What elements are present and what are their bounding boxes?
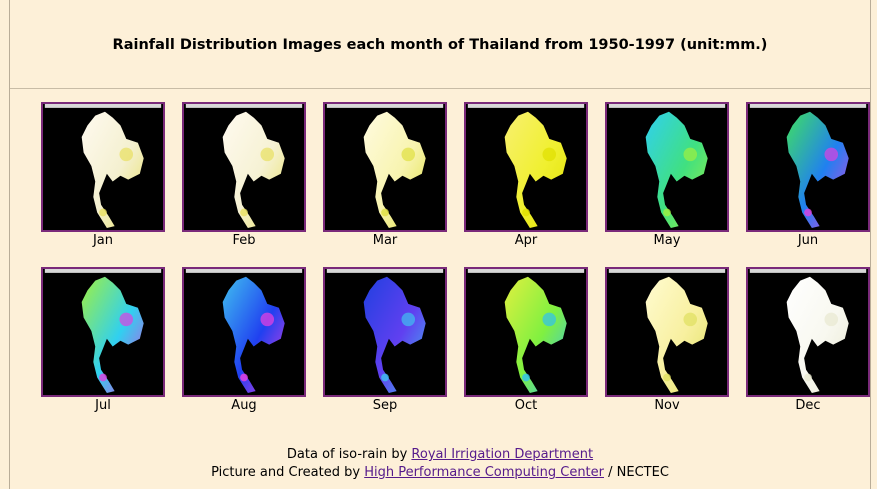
footer-text: Data of iso-rain by [286,447,408,462]
title-bar [749,269,867,273]
map [185,269,303,394]
rain-spot [542,312,557,327]
map-image [323,102,447,232]
title-bar [749,104,867,108]
country-shape [81,111,144,229]
rain-spot [401,147,416,162]
map [749,269,867,394]
footer-text: Picture and Created by [211,465,361,480]
month-label: Jun [797,233,819,248]
country-shape [363,276,426,394]
rain-spot [381,208,389,217]
country-shape [363,111,426,229]
map-image [182,267,306,397]
rain-spot [522,208,530,217]
map-image [323,267,447,397]
page-title: Rainfall Distribution Images each month … [112,37,768,53]
rain-spot [119,147,134,162]
map [608,104,726,229]
month-label: Jul [95,398,111,413]
country-shape [222,111,285,229]
month-label: Dec [795,398,821,413]
title-bar [185,269,303,273]
title-bar [608,269,726,273]
footer: Data of iso-rain by Royal Irrigation Dep… [10,446,870,482]
rain-spot [683,147,698,162]
rain-spot [824,312,839,327]
map [326,269,444,394]
rain-spot [381,373,389,382]
country-shape [222,276,285,394]
title-bar [608,104,726,108]
footer-line: Picture and Created by High Performance … [10,464,870,482]
title-bar [326,104,444,108]
month-label: Feb [232,233,256,248]
rain-spot [119,312,134,327]
map-image [182,102,306,232]
header: Rainfall Distribution Images each month … [10,0,870,89]
rain-spot [260,312,275,327]
country-shape [786,111,849,229]
month-label: Oct [514,398,538,413]
map-image [746,102,870,232]
month-label: Mar [372,233,398,248]
rain-spot [663,208,671,217]
country-shape [504,111,567,229]
map [608,269,726,394]
country-shape [645,276,708,394]
map-image [605,267,729,397]
map-image [464,102,588,232]
title-bar [467,104,585,108]
rain-spot [240,373,248,382]
map-image [464,267,588,397]
rain-spot [804,373,812,382]
month-label: May [653,233,681,248]
link[interactable]: High Performance Computing Center [364,465,604,480]
month-label: Jan [92,233,114,248]
map [326,104,444,229]
frame [9,0,871,489]
rain-spot [401,312,416,327]
month-label: Aug [231,398,257,413]
map [185,104,303,229]
rain-spot [683,312,698,327]
rain-spot [260,147,275,162]
title-bar [326,269,444,273]
title-bar [467,269,585,273]
map-image [605,102,729,232]
title-bar [44,104,162,108]
map [749,104,867,229]
map-image [41,267,165,397]
map [467,104,585,229]
rain-spot [663,373,671,382]
rain-spot [542,147,557,162]
rain-spot [824,147,839,162]
rain-spot [240,208,248,217]
map [44,269,162,394]
rain-spot [99,373,107,382]
country-shape [504,276,567,394]
map-image [41,102,165,232]
link[interactable]: Royal Irrigation Department [411,447,594,462]
country-shape [645,111,708,229]
month-label: Apr [514,233,538,248]
rain-spot [804,208,812,217]
country-shape [786,276,849,394]
rain-spot [522,373,530,382]
footer-text: / NECTEC [608,465,669,480]
month-label: Nov [654,398,680,413]
rain-spot [99,208,107,217]
map [467,269,585,394]
map-image [746,267,870,397]
title-bar [185,104,303,108]
month-label: Sep [372,398,398,413]
country-shape [81,276,144,394]
footer-line: Data of iso-rain by Royal Irrigation Dep… [10,446,870,464]
title-bar [44,269,162,273]
map [44,104,162,229]
